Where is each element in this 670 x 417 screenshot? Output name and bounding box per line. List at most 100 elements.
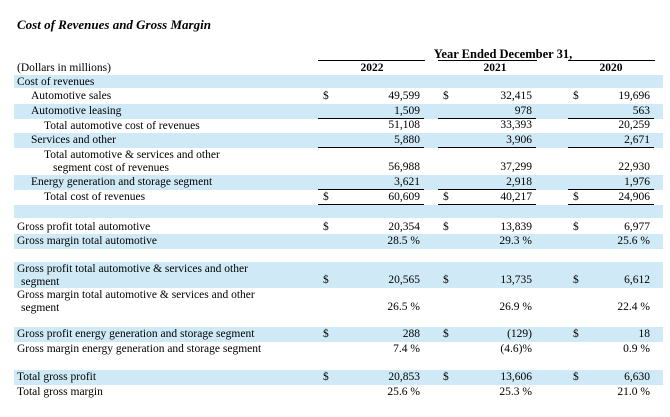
row-label: Total cost of revenues	[44, 191, 145, 204]
table-row	[14, 234, 663, 249]
row-label: Energy generation and storage segment	[31, 176, 212, 189]
row-label-line: Total cost of revenues	[44, 191, 146, 203]
dollar-sign: $	[573, 274, 579, 286]
row-label-line: Total gross margin	[17, 386, 103, 398]
dollar-sign: $	[443, 221, 449, 233]
cell-value: 288	[402, 328, 420, 340]
table-row	[14, 327, 663, 342]
cell-value: 6,630	[624, 371, 650, 383]
dollar-sign: $	[443, 191, 449, 203]
table-row	[14, 370, 663, 385]
cell-value: 33,393	[500, 119, 532, 131]
cell-underline	[568, 189, 654, 190]
dollar-sign: $	[443, 328, 449, 340]
dollar-sign: $	[573, 371, 579, 383]
cell-underline	[438, 147, 536, 148]
row-label: Gross margin total automotive	[17, 235, 157, 248]
cell-value: 20,565	[388, 274, 420, 286]
cell-value: 13,735	[500, 274, 532, 286]
dollar-sign: $	[573, 328, 579, 340]
cell-value: 978	[514, 105, 532, 117]
cell-value: 3,621	[394, 176, 420, 188]
cell-value: 2,671	[624, 134, 650, 146]
cell-value: 60,609	[388, 191, 420, 203]
row-label-line: Total gross profit	[17, 371, 97, 383]
table-row	[14, 133, 663, 148]
row-label: Total automotive & services and other seg…	[44, 149, 220, 175]
period-header: Year Ended December 31,	[433, 47, 573, 61]
row-label-line: segment cost of revenues	[53, 162, 169, 174]
cell-value: (4.6)%	[500, 343, 532, 355]
row-label-line: segment	[21, 302, 60, 314]
cell-value: 22.4 %	[617, 301, 650, 313]
cell-underline	[568, 147, 654, 148]
table-row	[14, 205, 663, 218]
cell-value: 26.9 %	[499, 301, 532, 313]
row-label: Total gross margin	[17, 386, 103, 399]
dollar-sign: $	[573, 191, 579, 203]
cell-value: 21.0 %	[617, 386, 650, 398]
cell-value: 20,259	[618, 119, 650, 131]
cell-value: 19,696	[618, 90, 650, 102]
cell-value: 6,977	[624, 221, 650, 233]
row-label: Automotive sales	[31, 90, 111, 103]
cell-value: 25.3 %	[499, 386, 532, 398]
row-label-line: Gross profit energy generation and stora…	[17, 328, 255, 340]
cell-value: 13,839	[500, 221, 532, 233]
cell-value: 563	[632, 105, 650, 117]
cell-value: 5,880	[394, 134, 420, 146]
year-column-header: 2020	[599, 62, 623, 74]
cell-value: 6,612	[624, 274, 650, 286]
cell-value: 26.5 %	[387, 301, 420, 313]
table-row	[14, 104, 663, 119]
dollar-sign: $	[573, 90, 579, 102]
dollar-sign: $	[443, 274, 449, 286]
row-label-line: Energy generation and storage segment	[31, 176, 213, 188]
cell-underline	[318, 147, 424, 148]
table-row	[14, 75, 663, 88]
row-label: Gross margin energy generation and stora…	[17, 343, 261, 356]
year-header-rule	[318, 60, 425, 61]
table-row	[14, 262, 663, 288]
cell-value: 24,906	[618, 191, 650, 203]
cell-value: 29.3 %	[499, 235, 532, 247]
cell-value: 18	[638, 328, 651, 340]
cell-value: 37,299	[500, 161, 532, 173]
cell-value: 13,606	[500, 371, 532, 383]
cell-value: 1,509	[394, 105, 420, 117]
cell-value: 22,930	[618, 161, 650, 173]
section-title: Cost of Revenues and Gross Margin	[17, 17, 211, 32]
row-label: Gross profit total automotive	[17, 221, 150, 234]
dollar-sign: $	[323, 328, 329, 340]
row-label-line: Gross profit total automotive	[17, 221, 151, 233]
cell-value: 2,918	[506, 176, 532, 188]
cell-value: 20,853	[388, 371, 420, 383]
row-label: Services and other	[31, 134, 116, 147]
cell-value: 51,108	[388, 119, 420, 131]
table-row	[14, 249, 663, 262]
cell-value: 32,415	[500, 90, 532, 102]
cell-value: 3,906	[506, 134, 532, 146]
year-header-rule	[438, 60, 537, 61]
dollar-sign: $	[443, 371, 449, 383]
row-label-line: Automotive leasing	[31, 105, 122, 117]
row-label-line: Cost of revenues	[17, 76, 95, 88]
cell-value: 0.9 %	[623, 343, 650, 355]
row-label-line: Total automotive cost of revenues	[44, 120, 200, 132]
cell-value: 25.6 %	[617, 235, 650, 247]
dollar-sign: $	[323, 191, 329, 203]
cell-value: 28.5 %	[387, 235, 420, 247]
cell-underline	[318, 118, 424, 119]
dollar-sign: $	[443, 90, 449, 102]
row-label-line: Gross profit total automotive & services…	[17, 263, 248, 275]
cell-value: 40,217	[500, 191, 532, 203]
table-row	[14, 175, 663, 190]
row-label-line: Total automotive & services and other	[44, 149, 220, 161]
cell-underline	[438, 118, 536, 119]
row-label: Automotive leasing	[31, 105, 121, 118]
row-label: Gross profit energy generation and stora…	[17, 328, 254, 341]
year-column-header: 2021	[483, 62, 507, 74]
cell-underline	[438, 189, 536, 190]
year-column-header: 2022	[360, 62, 384, 74]
cell-value: 25.6 %	[387, 386, 420, 398]
